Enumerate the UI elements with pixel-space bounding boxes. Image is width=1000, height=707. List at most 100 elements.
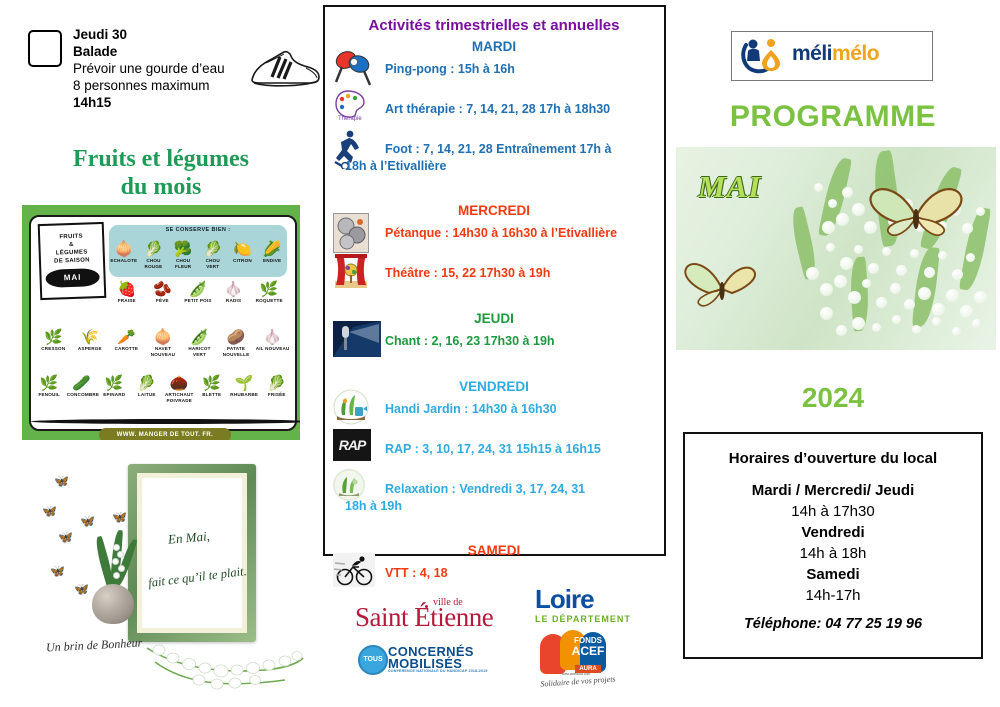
produce-label: PATATE NOUVELLE [222, 346, 250, 357]
melimelo-logo: mélimélo [731, 31, 933, 81]
programme-title: PROGRAMME [729, 100, 937, 133]
event-checkbox[interactable] [28, 30, 62, 67]
activity-text: Relaxation : Vendredi 3, 17, 24, 31 [385, 482, 586, 496]
opening-hours-box: Horaires d’ouverture du local Mardi / Me… [683, 432, 983, 659]
produce-label: FENOUIL [38, 392, 61, 397]
lily-bell [962, 223, 973, 234]
frame-canvas: En Mai, fait ce qu’il te plait. [142, 478, 247, 628]
produce-item: 🥔 PATATE NOUVELLE [219, 329, 253, 357]
phone-line: Téléphone: 04 77 25 19 96 [743, 616, 923, 632]
produce-item: 🌱 RHUBARBE [229, 375, 259, 403]
lily-bell [972, 319, 981, 328]
produce-glyph: 🌿 [202, 375, 222, 392]
produce-label: EPINARD [103, 392, 126, 397]
produce-item: 🧄 AIL NOUVEAU [256, 329, 290, 357]
produce-label: LAITUE [137, 392, 156, 397]
lily-bell [840, 257, 853, 270]
poster-sign-line1: FRUITS [59, 233, 83, 241]
produce-glyph: 🥦 [173, 241, 193, 258]
produce-label: ASPERGE [77, 346, 102, 351]
logo-se-small: ville de [433, 597, 463, 608]
logo-fonds-acef: FONDS ACEF AURA www.acefaura.com Solidai… [522, 630, 632, 692]
mai-quote-picture: 🦋 🦋 🦋 🦋 🦋 🦋 🦋 En Mai, fait ce qu’il te p… [40, 452, 320, 700]
produce-label: NAVET NOUVEAU [150, 346, 176, 357]
produce-item: 🫛 HARICOT VERT [183, 329, 217, 357]
lily-bell [882, 247, 891, 256]
lily-bell [932, 303, 945, 316]
day-header-vendredi: VENDREDI [459, 379, 529, 394]
logo-saint-etienne: ville de Saint Étienne [355, 597, 494, 633]
produce-glyph: 🌿 [43, 329, 63, 346]
logo-acef-url: www.acefaura.com [561, 672, 591, 676]
produce-item: 🥒 CONCOMBRE [67, 375, 99, 403]
activities-title: Activités trimestrielles et annuelles [368, 17, 620, 34]
produce-item: 🫘 FÈVE [145, 281, 179, 304]
lily-bell [822, 221, 835, 234]
produce-item: 🍓 FRAISE [110, 281, 144, 304]
event-note-1: Prévoir une gourde d’eau [73, 61, 225, 76]
activity-text: RAP : 3, 10, 17, 24, 31 15h15 à 16h15 [385, 442, 601, 456]
logo-acef-text: FONDS ACEF AURA [562, 636, 614, 675]
logo-acef-tagline: Solidaire de vos projets [540, 674, 616, 689]
day-header-mercredi: MERCREDI [457, 203, 530, 218]
lily-bell [976, 207, 985, 216]
pingpong-icon [333, 49, 373, 91]
butterfly-icon: 🦋 [74, 582, 89, 596]
produce-item: 🥬 FRISÉE [262, 375, 292, 403]
logo-tous-concernes: TOUS CONCERNÉS MOBILISÉS CONFERENCE NATI… [358, 640, 508, 676]
produce-glyph: 🫛 [190, 329, 209, 346]
activities-panel: Activités trimestrielles et annuelles MA… [323, 5, 666, 587]
hours-line: 14h-17h [805, 587, 861, 604]
hours-line: 14h à 18h [799, 545, 867, 562]
produce-label: CRESSON [41, 346, 66, 351]
produce-label: CITRON [233, 258, 252, 263]
activity-text: Théâtre : 15, 22 17h30 à 19h [385, 266, 551, 280]
svg-text:Thérapie: Thérapie [338, 116, 362, 121]
melimelo-part1: méli [792, 42, 833, 65]
picture-signature: Un brin de Bonheur [45, 635, 143, 655]
theatre-icon [333, 253, 369, 289]
lily-bell [932, 317, 941, 326]
activity-text: Foot : 7, 14, 21, 28 Entraînement 17h à [385, 142, 612, 156]
produce-label: RHUBARBE [230, 392, 259, 397]
produce-label: ENDIVE [262, 258, 282, 263]
logo-loire-sub: LE DÉPARTEMENT [535, 614, 631, 624]
lily-bell [904, 299, 915, 310]
lily-bell [862, 279, 871, 288]
day-header-mardi: MARDI [471, 39, 517, 54]
lily-bell [836, 325, 847, 336]
event-text-lines: Jeudi 30 Balade Prévoir une gourde d’eau… [73, 26, 313, 111]
hours-title: Horaires d’ouverture du local [728, 450, 938, 467]
logo-tc-line3: CONFERENCE NATIONALE DU HANDICAP 2018-20… [388, 669, 488, 673]
produce-glyph: 🫛 [188, 281, 208, 298]
produce-glyph: 🫘 [153, 281, 172, 298]
art-therapy-icon: Thérapie [333, 89, 367, 122]
lily-bell [896, 265, 907, 276]
produce-glyph: 🌾 [80, 329, 100, 346]
butterfly-icon: 🦋 [50, 564, 65, 578]
seasonal-heading: Fruits et légumes du mois [0, 145, 322, 201]
produce-glyph: 🌿 [259, 281, 279, 298]
lily-of-the-valley-spray [146, 644, 304, 690]
lily-bell [826, 243, 835, 252]
activity-icon-wrap [333, 213, 369, 253]
produce-glyph: 🌿 [104, 375, 124, 392]
activity-icon-wrap [333, 469, 365, 501]
lily-bell [924, 267, 935, 278]
football-icon [333, 129, 365, 171]
right-column: mélimélo PROGRAMME [666, 0, 1000, 707]
logo-loire-main: Loire [535, 584, 595, 614]
seasonal-produce-poster: FRUITS & LÉGUMES DE SAISON MAI SE CONSER… [22, 205, 300, 440]
produce-label: CHOU FLEUR [174, 258, 192, 269]
produce-label: PETIT POIS [184, 298, 212, 303]
produce-label: CHOU ROUGE [144, 258, 163, 269]
seasonal-heading-line1: Fruits et légumes [73, 146, 249, 172]
activity-icon-wrap [333, 129, 365, 171]
lily-bell [864, 221, 877, 234]
poster-url: WWW. MANGER DE TOUT. FR. [116, 432, 214, 438]
produce-item: 🌿 ROQUETTE [252, 281, 286, 304]
produce-item: 🫛 PETIT POIS [181, 281, 215, 304]
produce-item: 🌰 ARTICHAUT POIVRADE [164, 375, 194, 403]
activity-icon-wrap [333, 389, 369, 425]
